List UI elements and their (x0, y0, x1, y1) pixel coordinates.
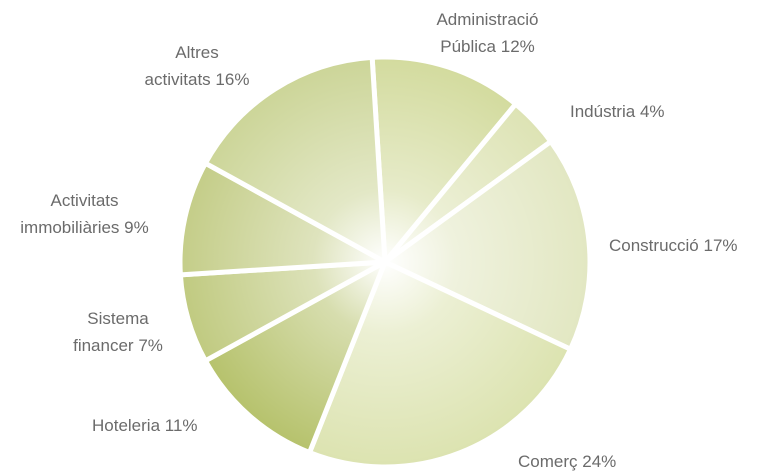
value-label: 17% (703, 236, 738, 255)
slice-label: Administració Pública 12% (430, 6, 545, 60)
slice-label: Comerç 24% (518, 448, 616, 475)
value-label: 12% (500, 37, 535, 56)
slice-label: Sistema financer 7% (63, 305, 173, 359)
category-label: Comerç (518, 452, 578, 471)
category-label: Administració Pública (436, 10, 539, 56)
category-label: Construcció (609, 236, 699, 255)
value-label: 16% (215, 70, 250, 89)
category-label: Activitats immobiliàries (20, 191, 120, 237)
slice-label: Indústria 4% (570, 98, 665, 125)
value-label: 9% (124, 218, 149, 237)
value-label: 4% (639, 102, 665, 121)
category-label: Indústria (570, 102, 636, 121)
category-label: Altres activitats (144, 43, 219, 89)
category-label: Sistema financer (73, 309, 149, 355)
category-label: Hoteleria (92, 416, 161, 435)
value-label: 7% (138, 336, 163, 355)
slice-label: Activitats immobiliàries 9% (12, 187, 157, 241)
slice-label: Construcció 17% (609, 232, 738, 259)
value-label: 24% (582, 452, 617, 471)
slice-label: Hoteleria 11% (92, 412, 198, 439)
value-label: 11% (164, 416, 198, 435)
slice-label: Altres activitats 16% (142, 39, 252, 93)
